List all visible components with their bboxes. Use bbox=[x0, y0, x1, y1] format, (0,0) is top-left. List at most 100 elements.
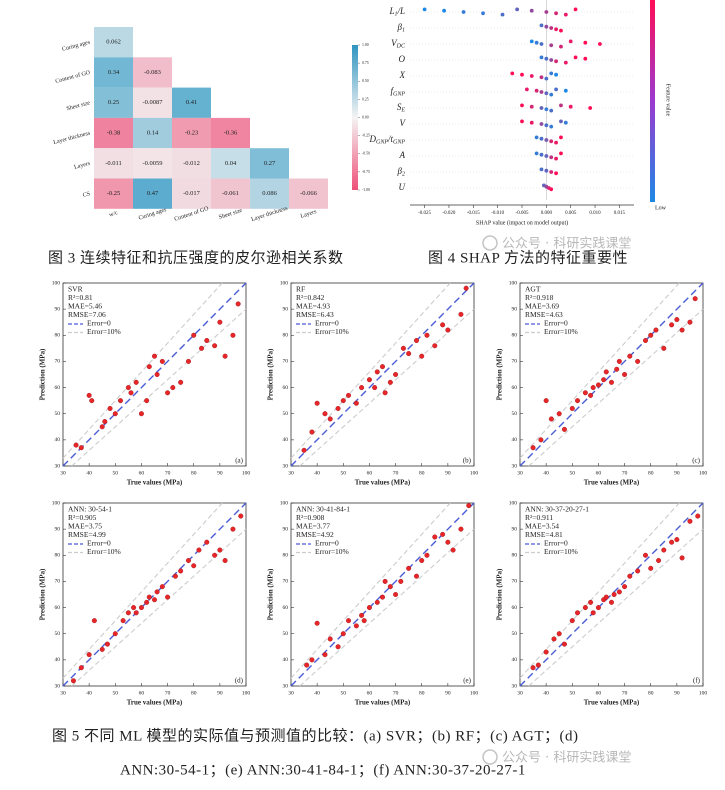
heatmap-cell bbox=[94, 148, 133, 179]
x-axis-label: True values (MPa) bbox=[355, 479, 411, 487]
data-point bbox=[393, 372, 399, 378]
shap-point bbox=[520, 72, 524, 77]
data-point bbox=[582, 390, 588, 396]
shap-point bbox=[544, 10, 549, 14]
data-point bbox=[661, 547, 667, 553]
stat-text: R²=0.911 bbox=[525, 513, 553, 522]
data-point bbox=[595, 605, 601, 611]
data-point bbox=[595, 382, 601, 388]
stat-text: RMSE=4.63 bbox=[525, 310, 563, 319]
x-tick-label: 70 bbox=[393, 690, 399, 696]
legend-label: Error=0 bbox=[315, 319, 339, 328]
data-point bbox=[627, 353, 633, 359]
x-axis-label: SHAP value (impact on model output) bbox=[476, 219, 568, 226]
column-label: Curing ages bbox=[138, 207, 168, 222]
shap-point bbox=[554, 11, 558, 16]
label-part: 1 bbox=[402, 28, 405, 34]
feature-label: U bbox=[399, 182, 406, 192]
data-point bbox=[178, 379, 184, 385]
shap-point bbox=[539, 152, 544, 157]
x-tick-label: 100 bbox=[242, 690, 251, 696]
data-point bbox=[309, 429, 315, 435]
data-point bbox=[374, 599, 380, 605]
feature-label: fGNP bbox=[390, 86, 405, 98]
model-name: RF bbox=[296, 285, 305, 294]
data-point bbox=[548, 416, 554, 422]
heatmap-cell bbox=[94, 57, 133, 88]
y-tick-label: 50 bbox=[55, 411, 61, 417]
x-tick-label: 40 bbox=[86, 690, 92, 696]
data-point bbox=[196, 547, 202, 553]
stat-text: MAE=3.54 bbox=[525, 522, 559, 531]
data-point bbox=[73, 442, 79, 448]
panel-tag: (c) bbox=[692, 457, 700, 465]
label-part: V bbox=[400, 118, 407, 128]
scatter-panel: 30 40 50 60 70 80 90 100 30 40 50 60 70 80 90 100 True v… bbox=[496, 500, 708, 706]
data-point bbox=[309, 657, 315, 663]
x-axis-label: True values (MPa) bbox=[127, 699, 183, 707]
colorbar bbox=[650, 0, 655, 202]
heatmap-cell bbox=[133, 178, 172, 209]
data-point bbox=[353, 623, 359, 629]
data-point bbox=[569, 618, 575, 624]
data-point bbox=[661, 345, 667, 351]
y-tick-label: 100 bbox=[509, 500, 518, 506]
data-point bbox=[151, 597, 157, 603]
model-name: ANN: 30-41-84-1 bbox=[296, 505, 350, 514]
shap-point bbox=[549, 124, 554, 129]
y-tick-label: 90 bbox=[283, 526, 289, 532]
heatmap-cell bbox=[211, 117, 250, 149]
legend-label: Error=0 bbox=[87, 319, 111, 328]
data-point bbox=[212, 552, 218, 558]
data-point bbox=[551, 636, 557, 642]
cell-label: -0.012 bbox=[183, 160, 200, 167]
data-point bbox=[588, 392, 594, 398]
data-point bbox=[165, 390, 171, 396]
cell-label: -0.083 bbox=[144, 69, 161, 76]
shap-point bbox=[529, 120, 534, 125]
data-point bbox=[217, 547, 223, 553]
shap-point bbox=[544, 91, 549, 96]
shap-point bbox=[563, 88, 568, 93]
x-tick-label: 100 bbox=[470, 470, 479, 476]
legend-label: Error=10% bbox=[544, 327, 578, 336]
x-tick-label: 50 bbox=[113, 470, 119, 476]
data-point bbox=[86, 652, 92, 658]
y-tick-label: 30 bbox=[55, 463, 61, 469]
data-point bbox=[674, 317, 680, 323]
y-tick-label: 40 bbox=[55, 437, 61, 443]
heatmap-cell bbox=[94, 117, 133, 149]
data-point bbox=[406, 351, 412, 357]
x-tick-label: 30 bbox=[60, 690, 66, 696]
label-part: O bbox=[399, 54, 406, 64]
data-point bbox=[230, 526, 236, 532]
data-point bbox=[380, 594, 386, 600]
shap-point bbox=[559, 119, 563, 124]
data-point bbox=[603, 369, 609, 375]
data-point bbox=[346, 392, 352, 398]
x-tick-label: 30 bbox=[60, 470, 66, 476]
y-axis-label: Prediction (MPa) bbox=[496, 348, 504, 400]
y-axis-label: Prediction (MPa) bbox=[267, 348, 275, 400]
shap-point bbox=[544, 154, 549, 158]
label-part: DC bbox=[396, 44, 406, 50]
data-point bbox=[432, 534, 438, 540]
data-point bbox=[133, 379, 139, 385]
data-point bbox=[78, 445, 84, 451]
x-tick-label: 90 bbox=[445, 470, 451, 476]
data-point bbox=[648, 332, 654, 338]
x-tick-label: 0.000 bbox=[541, 211, 553, 216]
data-point bbox=[687, 319, 693, 325]
shap-point bbox=[539, 55, 544, 60]
data-point bbox=[419, 353, 425, 359]
shap-point bbox=[563, 120, 568, 125]
shap-point bbox=[539, 106, 544, 110]
colorbar-tick-label: -0.75 bbox=[362, 170, 370, 174]
x-tick-label: 90 bbox=[217, 690, 223, 696]
y-tick-label: 50 bbox=[283, 411, 289, 417]
shap-point bbox=[549, 26, 554, 30]
heatmap-cell bbox=[250, 148, 289, 179]
label-part: V bbox=[391, 38, 398, 48]
stat-text: RMSE=6.43 bbox=[296, 310, 334, 319]
